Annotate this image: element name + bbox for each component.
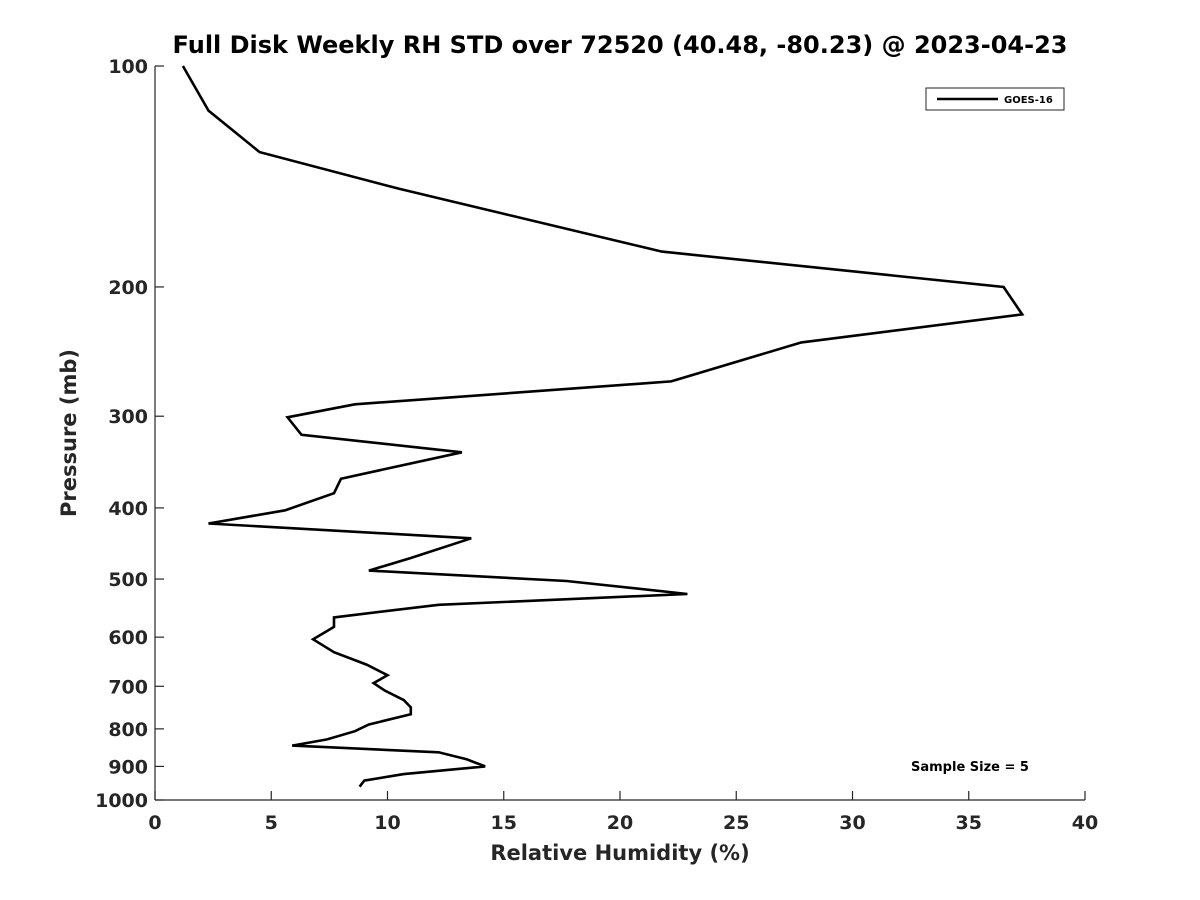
series-line-goes-16 bbox=[181, 65, 1025, 788]
sample-size-annotation: Sample Size = 5 bbox=[911, 760, 1029, 775]
y-ticks: 100 200 300 400 500 600 700 800 900 1000 bbox=[95, 56, 164, 812]
y-tick-label: 300 bbox=[108, 406, 148, 428]
y-tick-label: 600 bbox=[108, 627, 148, 649]
y-axis-label: Pressure (mb) bbox=[57, 349, 81, 517]
x-tick-label: 35 bbox=[956, 812, 982, 834]
series-group bbox=[181, 65, 1025, 788]
y-tick-label: 500 bbox=[108, 569, 148, 591]
legend: GOES-16 bbox=[925, 87, 1065, 111]
legend-label-goes-16: GOES-16 bbox=[1004, 95, 1053, 106]
x-tick-label: 0 bbox=[148, 812, 161, 834]
x-tick-label: 20 bbox=[607, 812, 633, 834]
y-tick-label: 900 bbox=[108, 756, 148, 778]
x-tick-label: 15 bbox=[491, 812, 517, 834]
x-tick-label: 10 bbox=[374, 812, 400, 834]
x-tick-label: 5 bbox=[265, 812, 278, 834]
y-tick-label: 100 bbox=[108, 56, 148, 78]
x-tick-label: 30 bbox=[839, 812, 865, 834]
y-tick-label: 1000 bbox=[95, 790, 148, 812]
y-tick-label: 200 bbox=[108, 277, 148, 299]
chart-title: Full Disk Weekly RH STD over 72520 (40.4… bbox=[173, 31, 1068, 59]
x-tick-label: 40 bbox=[1072, 812, 1098, 834]
x-axis-label: Relative Humidity (%) bbox=[490, 841, 749, 865]
y-tick-label: 700 bbox=[108, 676, 148, 698]
x-ticks: 0 5 10 15 20 25 30 35 40 bbox=[148, 791, 1098, 834]
y-tick-label: 800 bbox=[108, 719, 148, 741]
y-tick-label: 400 bbox=[108, 498, 148, 520]
x-tick-label: 25 bbox=[723, 812, 749, 834]
